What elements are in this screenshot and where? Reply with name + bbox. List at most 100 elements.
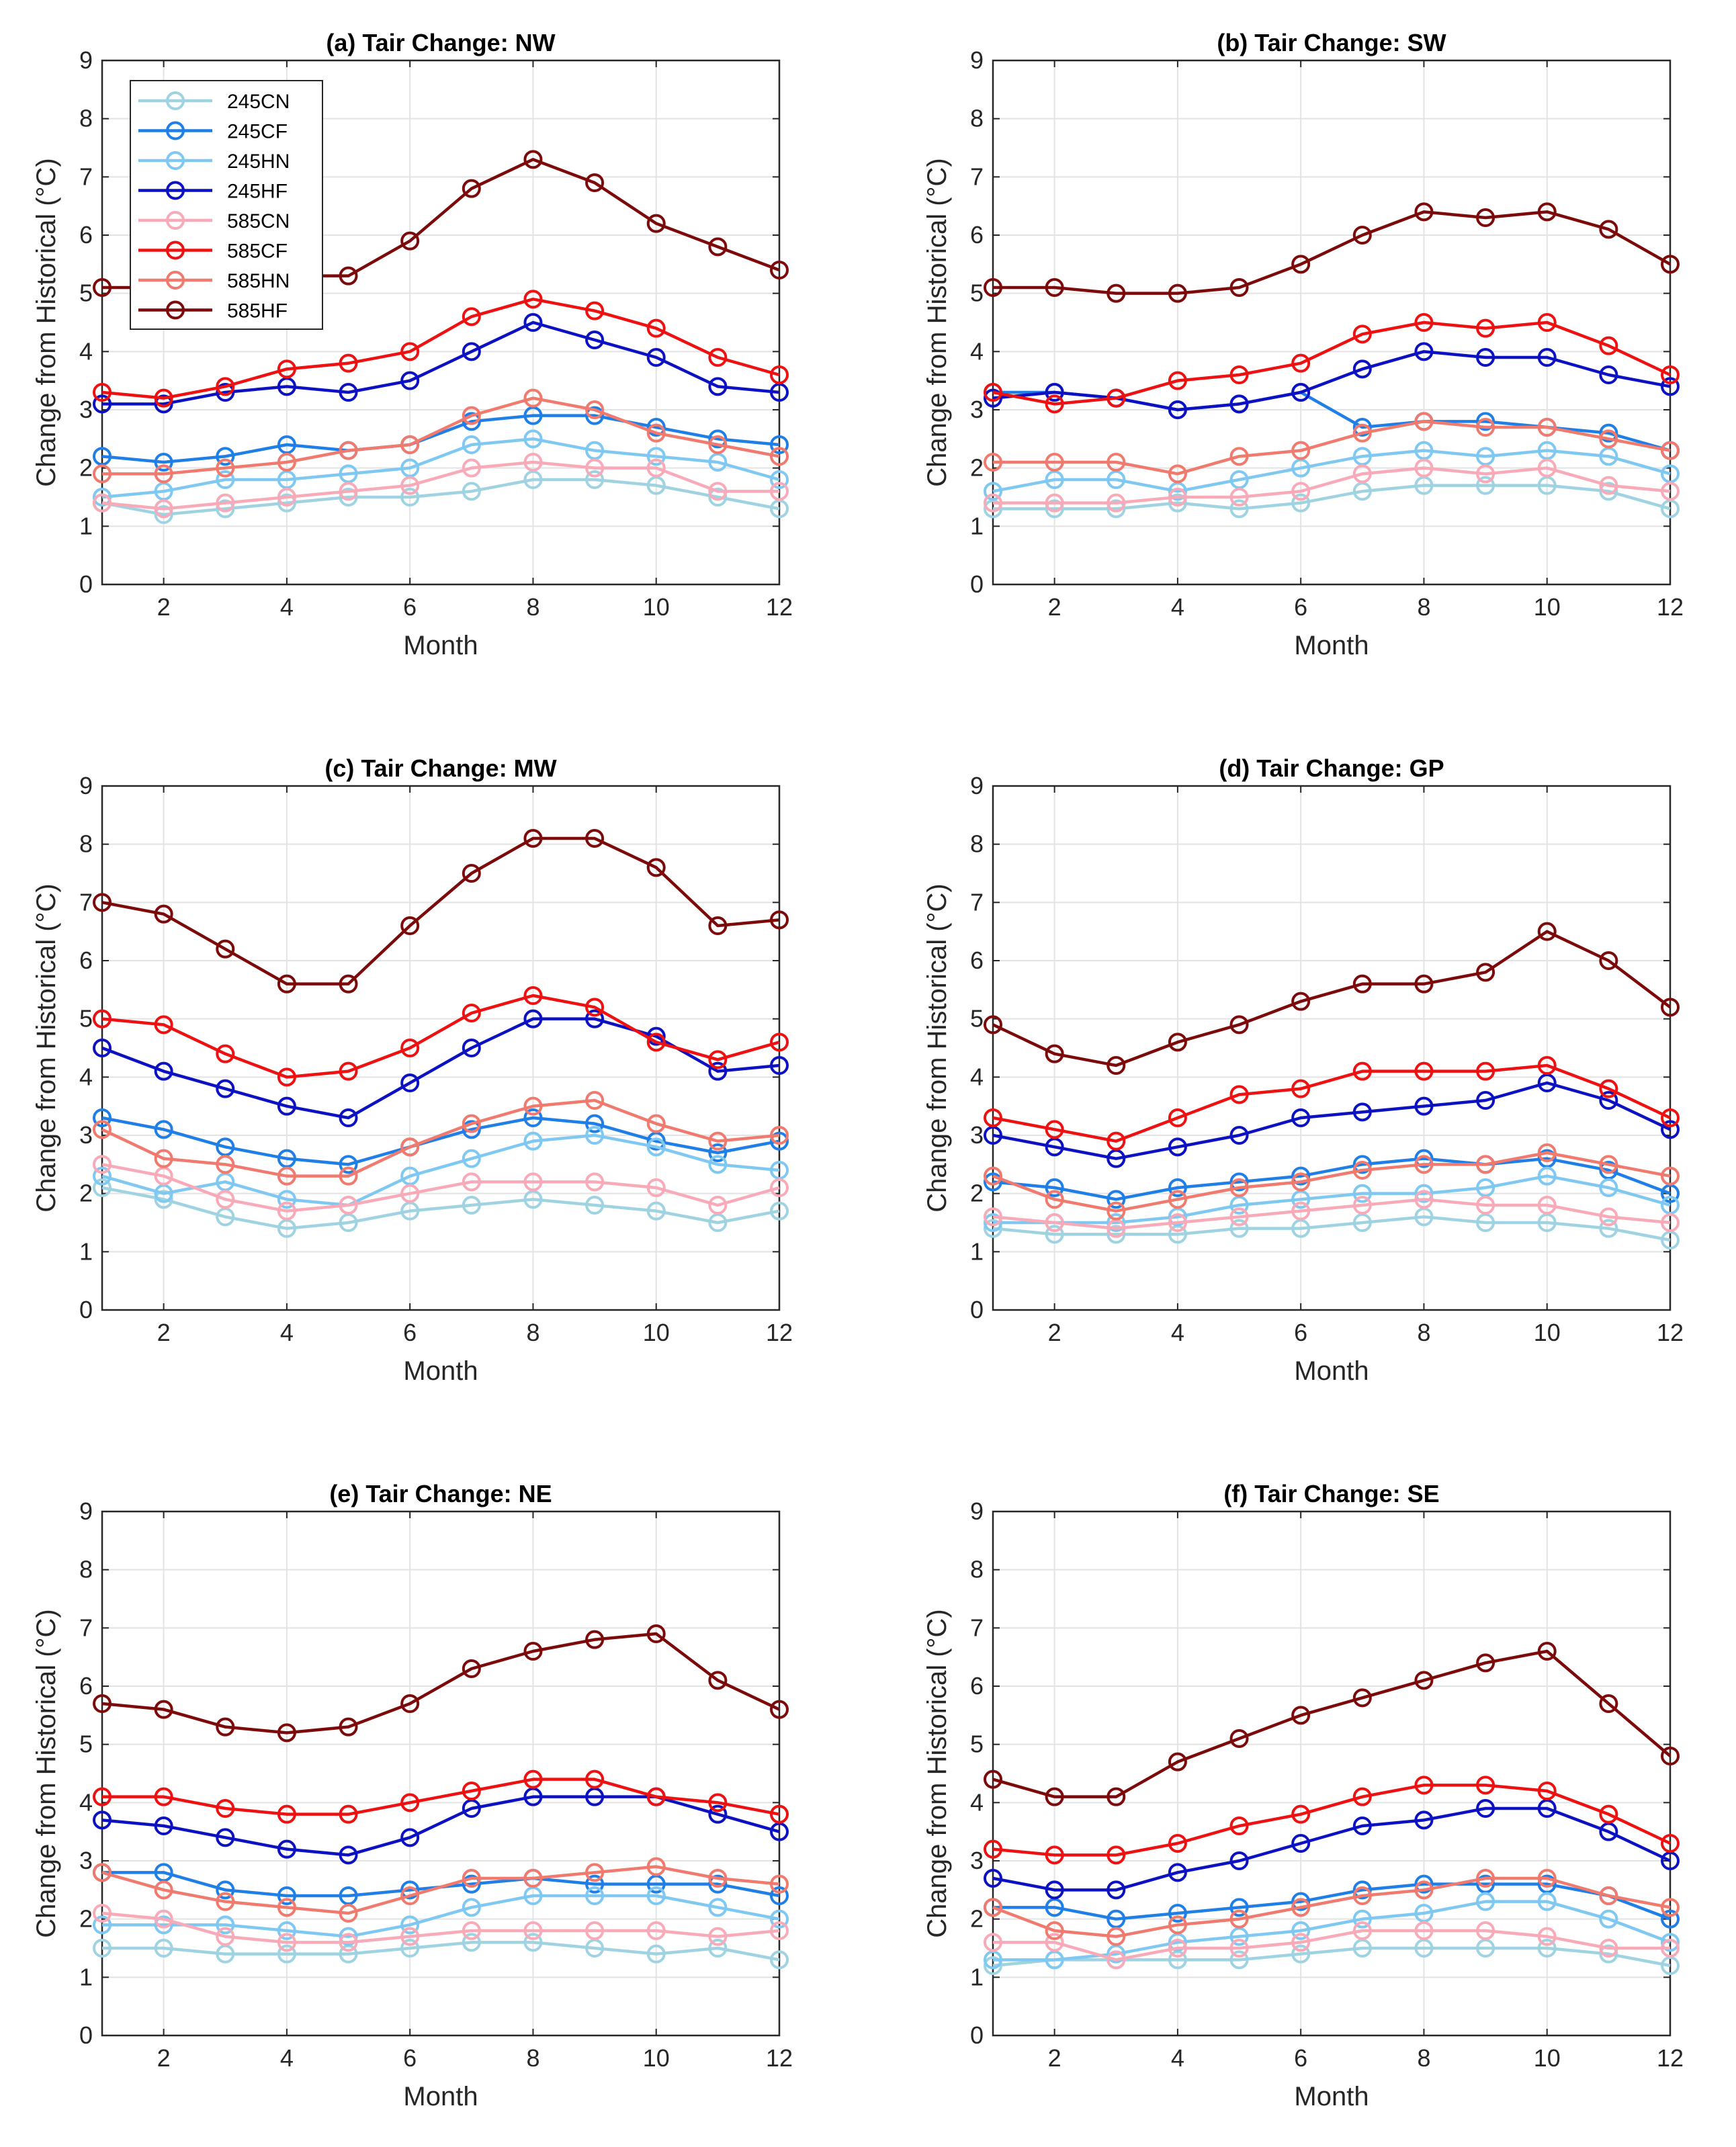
data-point: [646, 1886, 666, 1905]
data-point: [93, 1178, 112, 1197]
data-point: [1414, 458, 1434, 478]
data-point: [462, 1120, 481, 1139]
data-point: [1352, 1880, 1372, 1900]
data-point: [1229, 1207, 1249, 1227]
data-point: [585, 1009, 605, 1028]
y-tick-label: 6: [970, 947, 984, 974]
data-point: [216, 1880, 235, 1900]
data-point: [984, 1769, 1002, 1789]
data-point: [770, 1700, 789, 1719]
series-line: [101, 1632, 780, 1735]
series-245HF: [93, 1009, 789, 1127]
data-point: [1476, 464, 1495, 484]
data-point: [339, 266, 358, 286]
data-point: [216, 383, 235, 402]
series-line: [101, 1186, 780, 1230]
data-point: [646, 1137, 666, 1157]
data-point: [1414, 202, 1434, 222]
series-585CF: [93, 1769, 789, 1824]
data-point: [93, 1120, 112, 1139]
data-point: [400, 1074, 420, 1092]
data-point: [1661, 365, 1680, 384]
axes-box: [101, 1510, 781, 2037]
data-point: [585, 1769, 605, 1789]
data-point: [462, 458, 481, 478]
data-point: [1414, 1190, 1434, 1209]
x-tick-label: 12: [766, 593, 793, 621]
data-point: [1599, 1178, 1618, 1197]
data-point: [1291, 1898, 1311, 1917]
data-point: [523, 453, 543, 472]
data-point: [1352, 1816, 1372, 1835]
data-point: [984, 278, 1002, 297]
data-point: [708, 1671, 728, 1690]
y-tick-label: 5: [79, 279, 93, 307]
data-point: [400, 488, 420, 507]
data-point: [1414, 1671, 1434, 1690]
x-tick-label: 2: [1048, 2044, 1061, 2072]
data-point: [1414, 1880, 1434, 1900]
series-line: [993, 1929, 1670, 1962]
data-point: [984, 493, 1002, 513]
data-point: [339, 1927, 358, 1946]
y-tick-label: 0: [970, 570, 984, 598]
data-point: [1291, 353, 1311, 373]
legend-item: 585CN: [138, 210, 290, 232]
data-point: [277, 1933, 296, 1952]
data-point: [1476, 318, 1495, 338]
series-line: [101, 1098, 780, 1178]
data-point: [462, 342, 481, 361]
data-point: [1106, 1880, 1126, 1900]
series-line: [993, 210, 1672, 295]
data-point: [154, 1787, 173, 1806]
data-point: [708, 237, 728, 257]
y-tick-label: 6: [79, 1672, 93, 1700]
x-tick-label: 8: [1417, 2044, 1430, 2072]
y-tick-label: 8: [970, 1556, 984, 1583]
data-point: [1537, 458, 1557, 478]
data-point: [523, 150, 543, 169]
data-point: [216, 1717, 235, 1737]
data-point: [708, 377, 728, 396]
data-point: [93, 893, 112, 912]
data-point: [216, 939, 235, 959]
x-tick-label: 12: [766, 2044, 793, 2072]
data-point: [277, 1096, 296, 1116]
y-tick-label: 2: [79, 1905, 93, 1933]
x-tick-label: 4: [1171, 593, 1184, 621]
data-point: [1352, 1921, 1372, 1940]
data-point: [1352, 324, 1372, 344]
data-point: [708, 429, 728, 449]
legend: 245CN 245CF 245HN 245HF 585CN 585CF 585HN 585HF: [130, 80, 323, 330]
data-point: [585, 1196, 605, 1215]
series-line: [101, 437, 780, 499]
data-point: [523, 388, 543, 408]
data-point: [585, 470, 605, 489]
data-point: [1229, 1909, 1249, 1929]
y-tick-label: 6: [79, 947, 93, 974]
data-point: [646, 1921, 666, 1940]
data-point: [523, 290, 543, 309]
data-point: [1291, 1706, 1311, 1725]
data-point: [708, 1131, 728, 1151]
y-tick-label: 1: [970, 512, 984, 539]
data-point: [277, 488, 296, 507]
data-point: [154, 1190, 173, 1209]
data-point: [770, 1126, 789, 1145]
data-point: [1352, 226, 1372, 245]
legend-item: 585HF: [138, 300, 288, 322]
data-point: [1168, 1178, 1187, 1197]
data-point: [1045, 1120, 1064, 1139]
data-point: [1599, 482, 1618, 501]
data-point: [154, 1700, 173, 1719]
data-point: [708, 1804, 728, 1824]
data-point: [1352, 1184, 1372, 1203]
y-tick-label: 8: [79, 105, 93, 132]
data-point: [339, 1196, 358, 1215]
data-point: [93, 1694, 112, 1713]
data-point: [708, 1143, 728, 1162]
series-line: [102, 1941, 780, 1962]
y-tick-label: 9: [79, 46, 93, 74]
data-point: [1168, 1863, 1187, 1882]
series-245HF: [93, 313, 789, 414]
